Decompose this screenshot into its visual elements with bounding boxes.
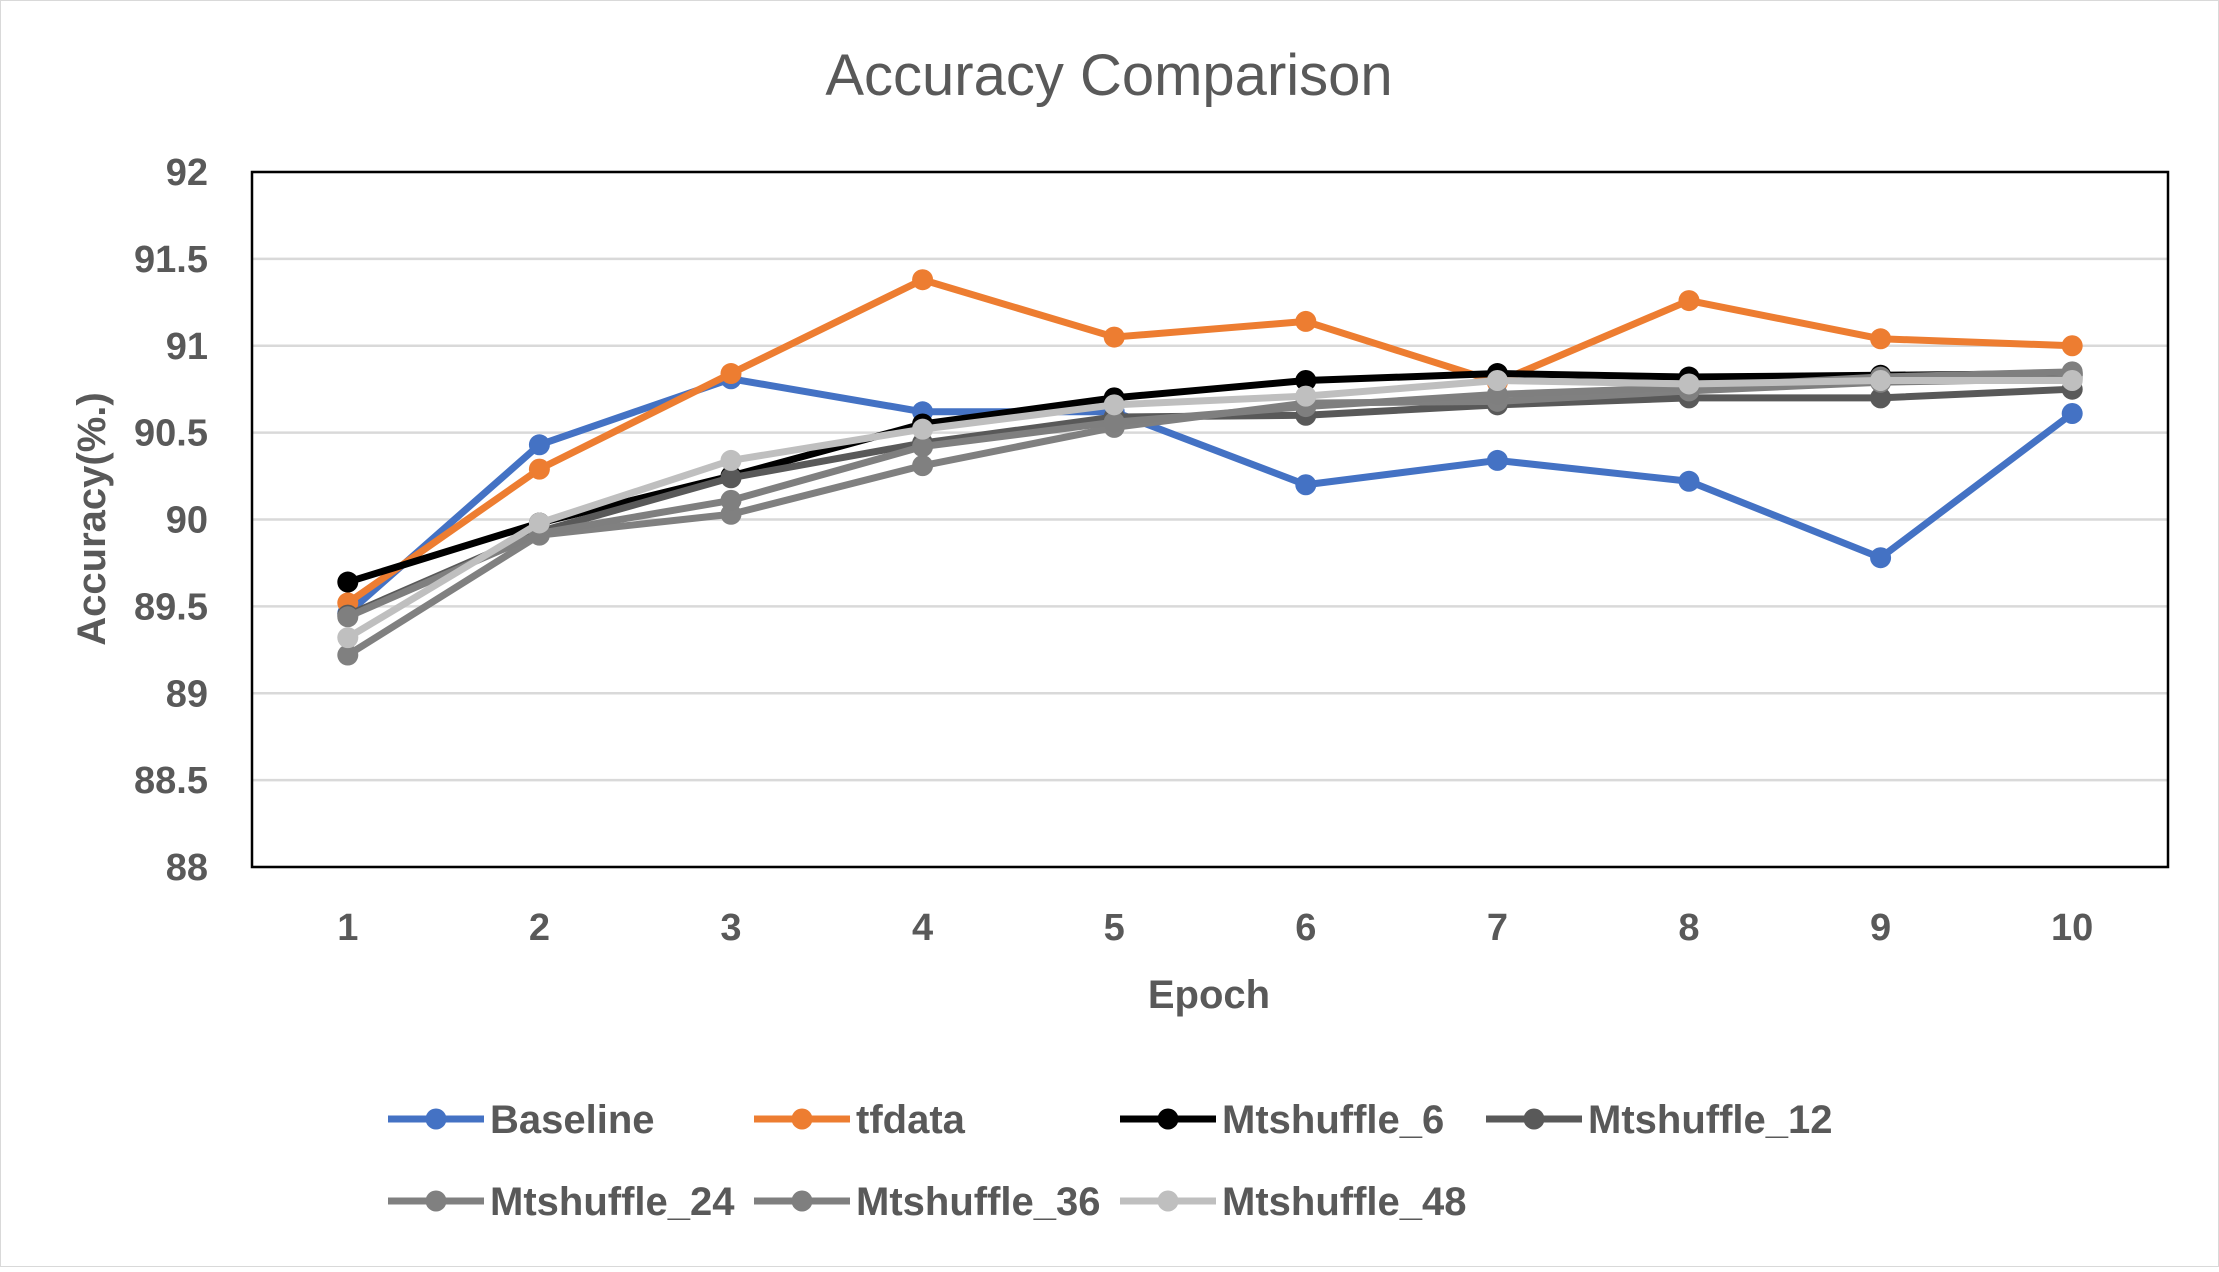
data-point [337,644,359,666]
data-point [1870,387,1892,409]
y-tick-label: 92 [166,152,208,194]
data-point [1295,474,1317,496]
data-series [337,269,2083,666]
x-tick-label: 6 [1295,907,1316,949]
series-mtshuffle-48 [337,370,2083,649]
data-point [1678,373,1700,395]
data-point [1295,370,1317,391]
legend-item: Mtshuffle_12 [1486,1098,1833,1142]
data-point [337,606,359,628]
legend-item: Mtshuffle_6 [1120,1098,1444,1142]
x-axis-ticks: 1 2 3 4 5 6 7 8 9 10 [337,907,2093,949]
legend-swatch-marker [425,1190,447,1212]
y-tick-label: 91.5 [134,239,208,281]
x-tick-label: 8 [1678,907,1699,949]
data-point [912,269,934,291]
chart-title: Accuracy Comparison [825,43,1392,108]
data-point [2061,403,2083,425]
legend-swatch-marker [1157,1108,1179,1130]
data-point [1870,328,1892,350]
x-axis-label: Epoch [1148,973,1270,1017]
x-tick-label: 3 [720,907,741,949]
data-point [337,627,359,649]
data-point [1103,394,1125,416]
data-point [1678,470,1700,492]
data-point [2061,335,2083,357]
y-tick-label: 88.5 [134,760,208,802]
data-point [2061,370,2083,391]
data-point [1295,385,1317,407]
legend-label: Mtshuffle_48 [1222,1180,1467,1224]
legend-item: Mtshuffle_48 [1120,1180,1467,1224]
x-tick-label: 9 [1870,907,1891,949]
data-point [912,418,934,440]
y-tick-label: 90 [166,500,208,542]
series-line [346,370,2073,586]
data-point [528,434,550,456]
legend: Baseline tfdata Mtshuffle_6 Mtshuffle_12 Mts… [388,1098,1833,1224]
legend-label: Mtshuffle_6 [1222,1098,1444,1142]
x-tick-label: 2 [529,907,550,949]
y-tick-label: 91 [166,326,208,368]
legend-item: Baseline [388,1098,655,1142]
data-point [1103,326,1125,348]
data-point [1486,449,1508,471]
data-point [1678,290,1700,312]
x-tick-label: 1 [337,907,358,949]
x-tick-label: 4 [912,907,933,949]
legend-swatch-marker [791,1108,813,1130]
data-point [912,455,934,477]
data-point [1103,411,1125,433]
y-tick-label: 88 [166,847,208,889]
legend-label: Mtshuffle_36 [856,1180,1101,1224]
y-tick-label: 90.5 [134,413,208,455]
data-point [1870,370,1892,391]
series-line [345,276,2073,606]
data-point [337,571,359,593]
data-point [720,467,742,489]
series-line [346,377,2073,641]
data-point [1870,547,1892,569]
legend-label: Mtshuffle_12 [1588,1098,1833,1142]
legend-item: Mtshuffle_36 [754,1180,1101,1224]
legend-item: Mtshuffle_24 [388,1180,735,1224]
x-tick-label: 10 [2051,907,2093,949]
data-point [720,363,742,385]
y-tick-label: 89 [166,673,208,715]
y-tick-label: 89.5 [134,586,208,628]
legend-swatch-marker [425,1108,447,1130]
plot-area-border [250,170,2170,869]
legend-swatch-marker [1523,1108,1545,1130]
data-point [1486,370,1508,391]
legend-item: tfdata [754,1098,966,1142]
data-point [720,489,742,511]
data-point [720,449,742,471]
series-line [345,375,2075,616]
x-tick-label: 5 [1104,907,1125,949]
data-point [528,512,550,534]
legend-swatch-marker [1157,1190,1179,1212]
legend-label: Mtshuffle_24 [490,1180,735,1224]
data-point [1295,310,1317,332]
x-tick-label: 7 [1487,907,1508,949]
data-point [528,458,550,480]
legend-swatch-marker [791,1190,813,1212]
legend-label: Baseline [490,1098,655,1142]
y-axis-ticks: 88 88.5 89 89.5 90 90.5 91 91.5 92 [134,152,208,889]
legend-label: tfdata [856,1098,966,1142]
y-axis-label: Accuracy(%.) [70,392,114,645]
data-point [912,436,934,458]
